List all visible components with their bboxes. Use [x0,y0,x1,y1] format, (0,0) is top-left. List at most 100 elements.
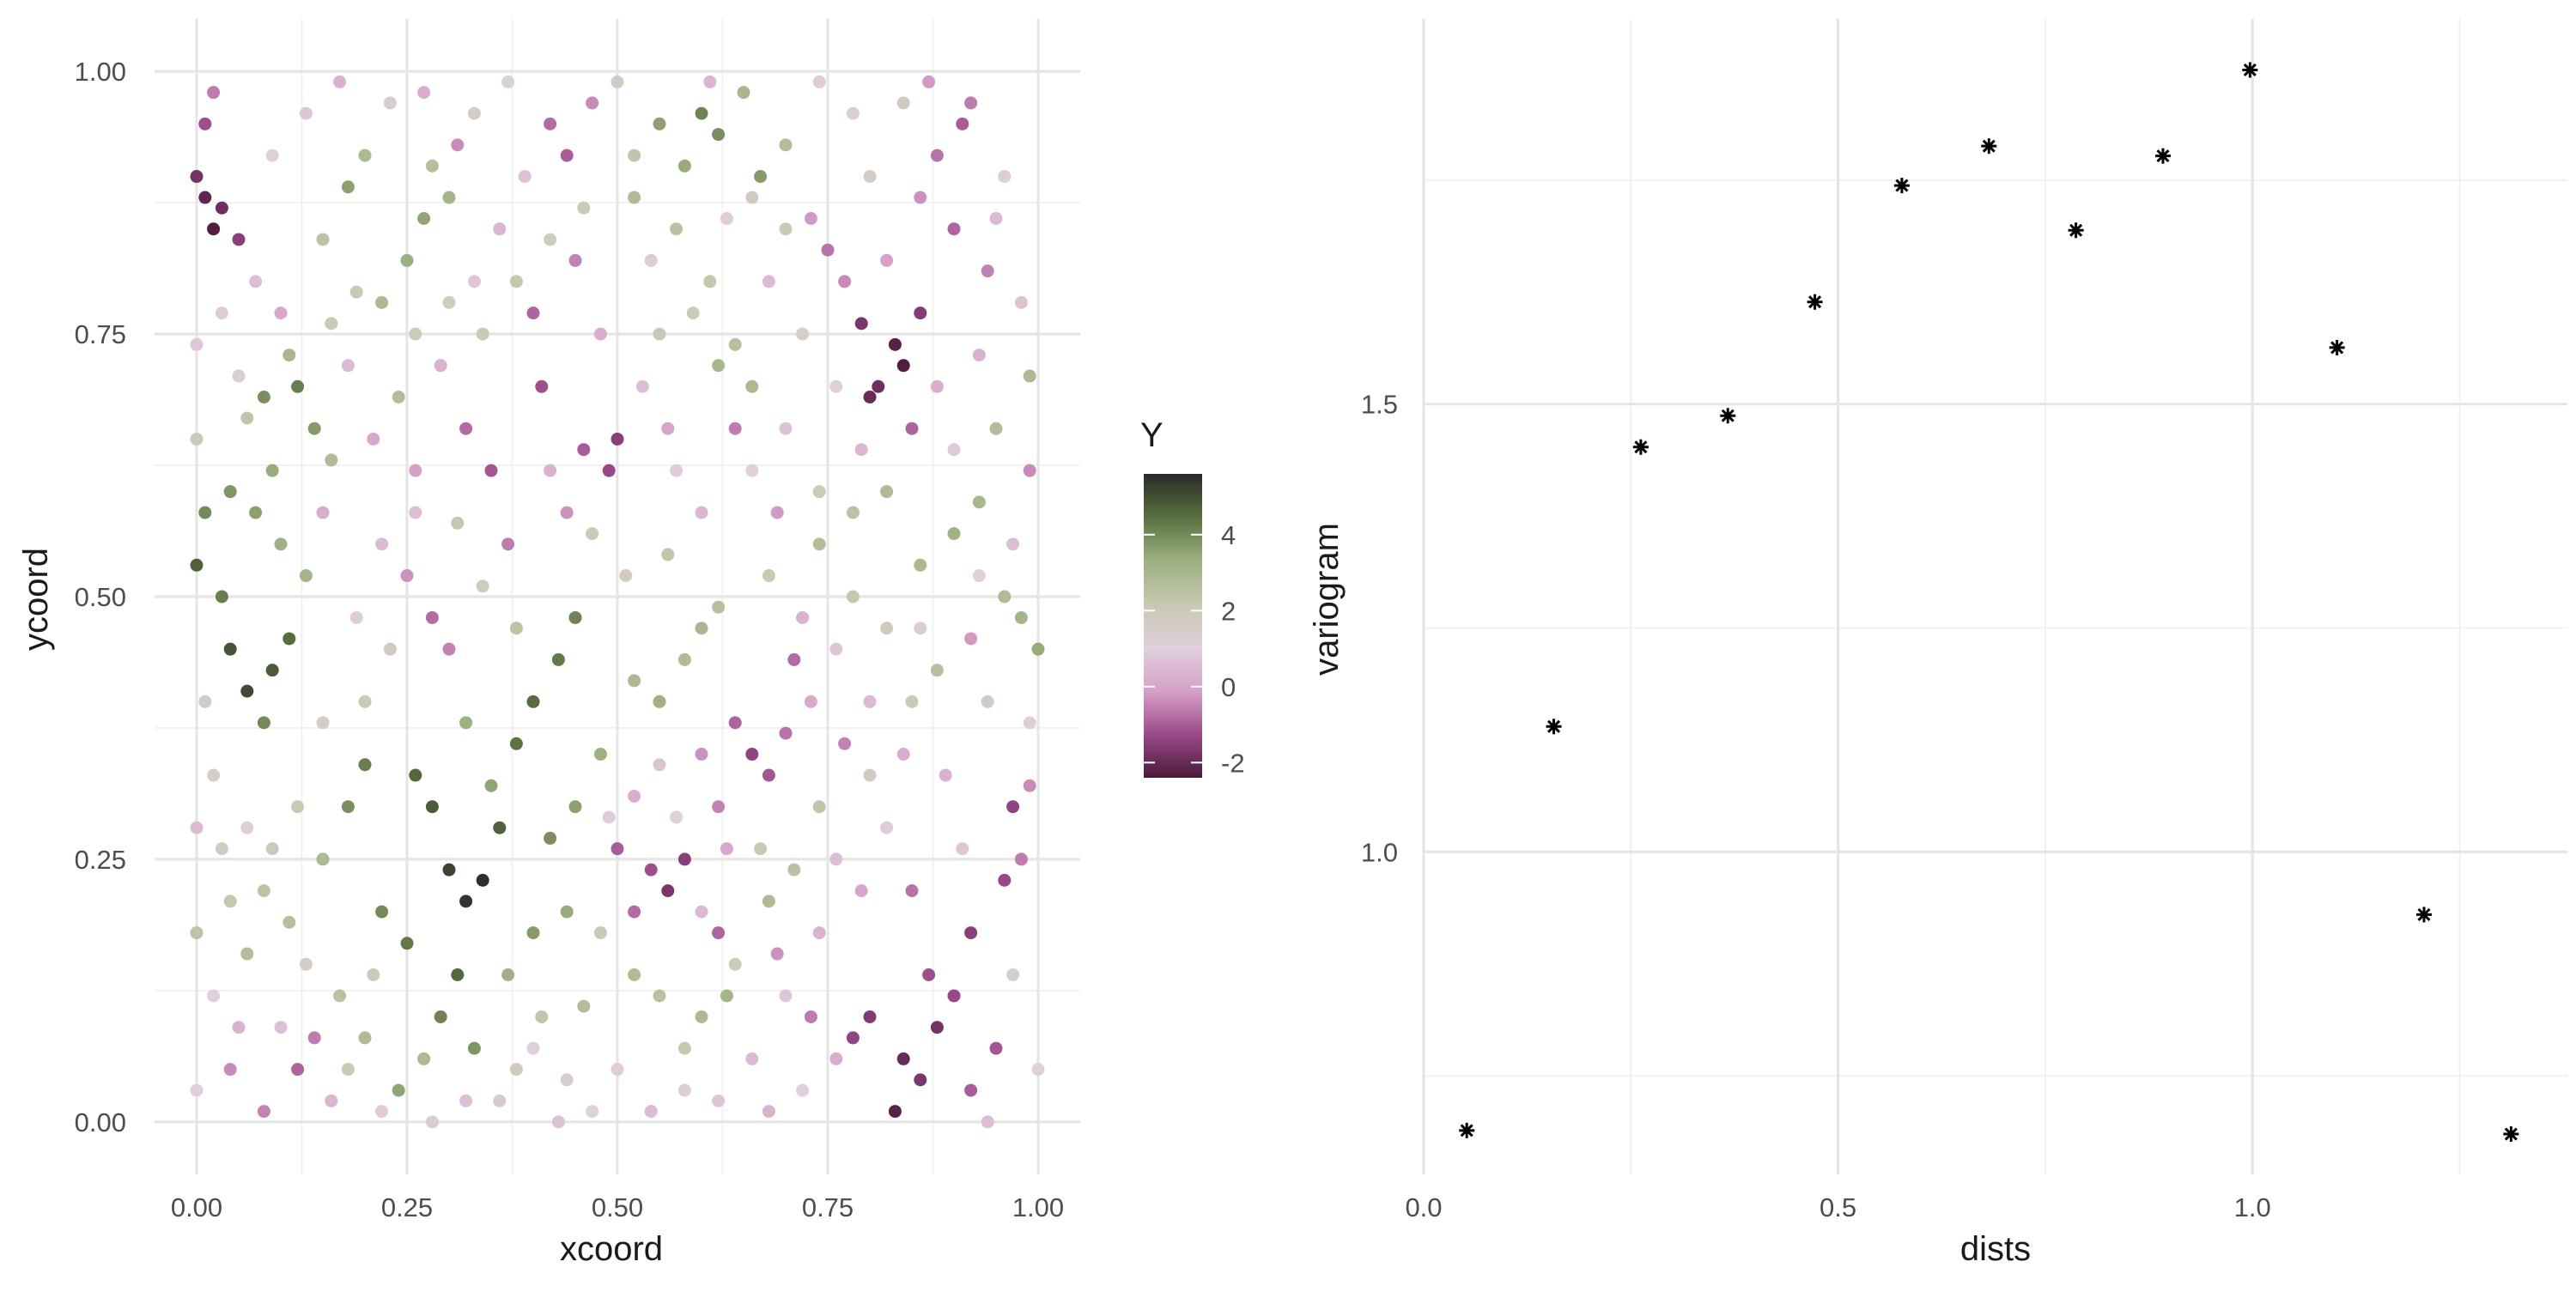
legend-title: Y [1140,416,1163,454]
spatial-point [812,75,826,88]
spatial-point [207,989,221,1003]
spatial-point [223,642,237,656]
spatial-point [821,243,835,257]
spatial-point [846,106,860,120]
spatial-point [358,149,372,162]
variogram-point [2503,1126,2519,1143]
spatial-point [964,926,978,940]
spatial-point [560,149,574,162]
spatial-point [249,506,263,519]
spatial-point [686,306,700,320]
spatial-point [341,800,355,814]
spatial-x-tick-label: 0.00 [171,1192,222,1222]
variogram-point [1546,719,1562,735]
spatial-point [964,632,978,646]
spatial-point [779,222,793,236]
spatial-point [207,768,221,782]
spatial-point [922,968,936,982]
spatial-point [299,957,313,971]
spatial-point [291,800,305,814]
spatial-point [367,432,380,446]
spatial-point [190,558,204,572]
spatial-point [307,422,321,435]
spatial-point [653,327,666,341]
spatial-point [451,516,465,530]
spatial-point [307,1031,321,1045]
spatial-point [215,590,228,604]
spatial-point [291,379,305,393]
spatial-x-ticks: 0.00 0.25 0.50 0.75 1.00 [171,1192,1064,1222]
spatial-point [1006,968,1020,982]
spatial-point [846,506,860,519]
spatial-point [299,106,313,120]
spatial-point [804,1010,817,1023]
spatial-grid [155,19,1080,1174]
variogram-x-ticks: 0.0 0.5 1.0 [1405,1192,2270,1222]
spatial-point [737,86,750,100]
spatial-point [1031,642,1045,656]
spatial-point [501,75,515,88]
spatial-point [762,895,775,908]
spatial-point [1023,779,1036,792]
spatial-point [459,422,473,435]
spatial-point [190,1083,204,1097]
spatial-point [467,275,481,288]
asterisk-stroke [1546,719,1561,733]
spatial-point [628,191,641,204]
spatial-point [720,989,733,1003]
spatial-point [509,622,523,635]
spatial-point [888,1105,902,1119]
spatial-point [989,211,1003,225]
spatial-point [644,1105,658,1119]
variogram-x-tick-label: 0.0 [1405,1192,1442,1222]
spatial-point [341,359,355,373]
spatial-point [544,233,557,246]
variogram-point [1720,408,1736,424]
spatial-y-tick-label: 0.50 [75,582,126,612]
spatial-point [434,359,447,373]
spatial-point [922,75,936,88]
spatial-point [1014,852,1028,866]
variogram-grid [1422,19,2567,1174]
variogram-y-tick-label: 1.5 [1361,390,1398,420]
variogram-point [2242,62,2258,78]
variogram-panel: 0.0 0.5 1.0 1.0 1.5 dists variogram [1308,19,2567,1268]
spatial-point [628,789,641,803]
spatial-point [577,999,591,1013]
spatial-point [628,674,641,688]
variogram-point [2329,339,2345,355]
spatial-point [358,758,372,772]
legend-color-bar [1144,474,1202,778]
spatial-point [981,695,994,708]
spatial-point [677,652,691,666]
spatial-point [712,600,726,614]
asterisk-stroke [1634,440,1648,454]
spatial-point [854,317,868,331]
spatial-point [375,537,389,551]
spatial-point [232,233,246,246]
spatial-point [728,716,742,730]
spatial-point [283,915,296,929]
spatial-point [956,842,969,856]
spatial-point [754,842,768,856]
spatial-point [670,464,683,477]
spatial-point [838,737,852,750]
spatial-point [409,464,422,477]
spatial-point [956,117,969,130]
spatial-point [593,327,607,341]
spatial-point [535,379,549,393]
spatial-point [190,337,204,351]
spatial-point [265,464,279,477]
spatial-point [1031,1063,1045,1077]
spatial-x-tick-label: 0.75 [802,1192,854,1222]
spatial-point [703,275,717,288]
spatial-point [198,506,212,519]
spatial-point [653,117,666,130]
spatial-point [349,285,363,299]
spatial-point [677,1041,691,1055]
spatial-point [223,485,237,499]
spatial-point [291,1063,305,1077]
spatial-point [653,695,666,708]
spatial-point [947,527,961,541]
